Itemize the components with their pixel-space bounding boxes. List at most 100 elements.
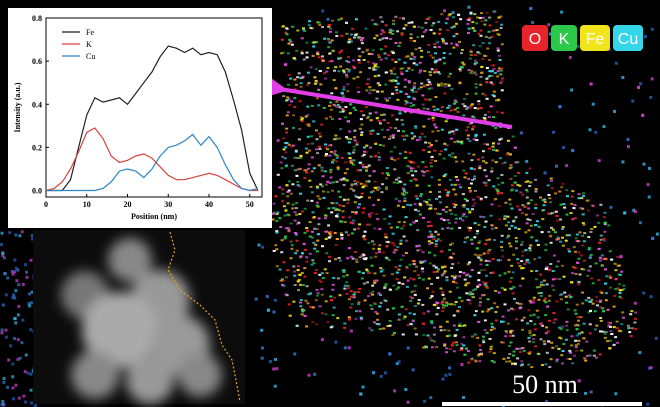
eds-dot [521, 347, 524, 349]
eds-dot [544, 249, 547, 251]
eds-dot [528, 247, 531, 249]
eds-dot [432, 22, 435, 24]
eds-dot [452, 11, 455, 14]
eds-dot [403, 221, 406, 223]
eds-dot [272, 213, 275, 215]
eds-dot [546, 283, 549, 285]
eds-dot [575, 346, 578, 348]
eds-dot [388, 97, 391, 99]
eds-dot [330, 326, 333, 328]
eds-dot [457, 111, 460, 113]
eds-dot [453, 133, 456, 135]
eds-dot [377, 292, 380, 294]
eds-dot [362, 272, 365, 274]
eds-dot [19, 357, 22, 360]
eds-dot [361, 51, 364, 53]
eds-dot [507, 221, 510, 223]
eds-dot [288, 180, 291, 182]
eds-dot [578, 193, 581, 195]
eds-dot [435, 346, 438, 348]
eds-dot [353, 149, 356, 151]
eds-dot [443, 92, 446, 94]
eds-dot [533, 314, 536, 316]
eds-dot [450, 267, 453, 269]
eds-dot [403, 318, 406, 320]
eds-dot [360, 317, 363, 319]
eds-dot [318, 146, 321, 148]
eds-dot [485, 175, 488, 177]
eds-dot [392, 307, 395, 309]
eds-dot [24, 401, 27, 404]
eds-dot [421, 261, 424, 263]
eds-dot [450, 213, 453, 215]
eds-dot [383, 136, 386, 138]
eds-dot [321, 185, 324, 187]
eds-dot [620, 271, 623, 273]
eds-dot [647, 183, 650, 186]
x-tick-label: 20 [124, 200, 132, 209]
eds-dot [581, 245, 584, 247]
eds-dot [306, 42, 309, 44]
eds-dot [421, 304, 424, 306]
eds-dot [335, 244, 338, 246]
eds-dot [488, 75, 491, 77]
eds-dot [529, 245, 532, 247]
eds-dot [565, 189, 568, 191]
eds-dot [330, 231, 333, 233]
eds-dot [311, 259, 314, 261]
eds-dot [413, 62, 416, 64]
eds-dot [510, 164, 513, 166]
eds-dot [299, 128, 302, 130]
eds-dot [319, 305, 322, 307]
eds-dot [469, 72, 472, 74]
eds-dot [305, 261, 308, 263]
eds-dot [348, 216, 351, 218]
eds-dot [413, 82, 416, 84]
eds-dot [427, 51, 430, 53]
eds-dot [609, 330, 612, 332]
eds-dot [403, 190, 406, 192]
eds-dot [598, 248, 601, 250]
eds-dot [464, 284, 467, 286]
eds-dot [310, 186, 313, 188]
eds-dot [467, 138, 470, 140]
eds-dot [573, 246, 576, 248]
eds-dot [409, 264, 412, 266]
eds-dot [493, 352, 496, 354]
eds-dot [315, 129, 318, 131]
eds-dot [3, 377, 6, 380]
eds-dot [501, 89, 504, 91]
eds-dot [432, 265, 435, 267]
eds-dot [428, 81, 431, 83]
eds-dot [386, 309, 389, 311]
eds-dot [338, 19, 341, 21]
eds-dot [396, 76, 399, 78]
eds-dot [329, 60, 332, 62]
eds-dot [303, 177, 306, 179]
eds-dot [335, 202, 338, 204]
eds-dot [467, 134, 470, 136]
eds-dot [24, 370, 27, 373]
eds-dot [381, 172, 384, 174]
eds-dot [650, 366, 653, 369]
eds-dot [604, 222, 607, 224]
eds-dot [365, 145, 368, 147]
eds-dot [485, 275, 488, 277]
eds-dot [600, 235, 603, 237]
eds-dot [321, 245, 324, 247]
eds-dot [291, 183, 294, 185]
eds-dot [492, 185, 495, 187]
eds-dot [368, 92, 371, 94]
eds-dot [411, 89, 414, 91]
eds-dot [396, 182, 399, 184]
eds-dot [413, 313, 416, 315]
eds-dot [282, 193, 285, 195]
eds-dot [404, 86, 407, 88]
eds-dot [437, 21, 440, 23]
eds-dot [453, 278, 456, 280]
eds-dot [533, 297, 536, 299]
eds-dot [7, 359, 10, 362]
eds-dot [577, 320, 580, 322]
eds-dot [415, 266, 418, 268]
eds-dot [483, 55, 486, 57]
